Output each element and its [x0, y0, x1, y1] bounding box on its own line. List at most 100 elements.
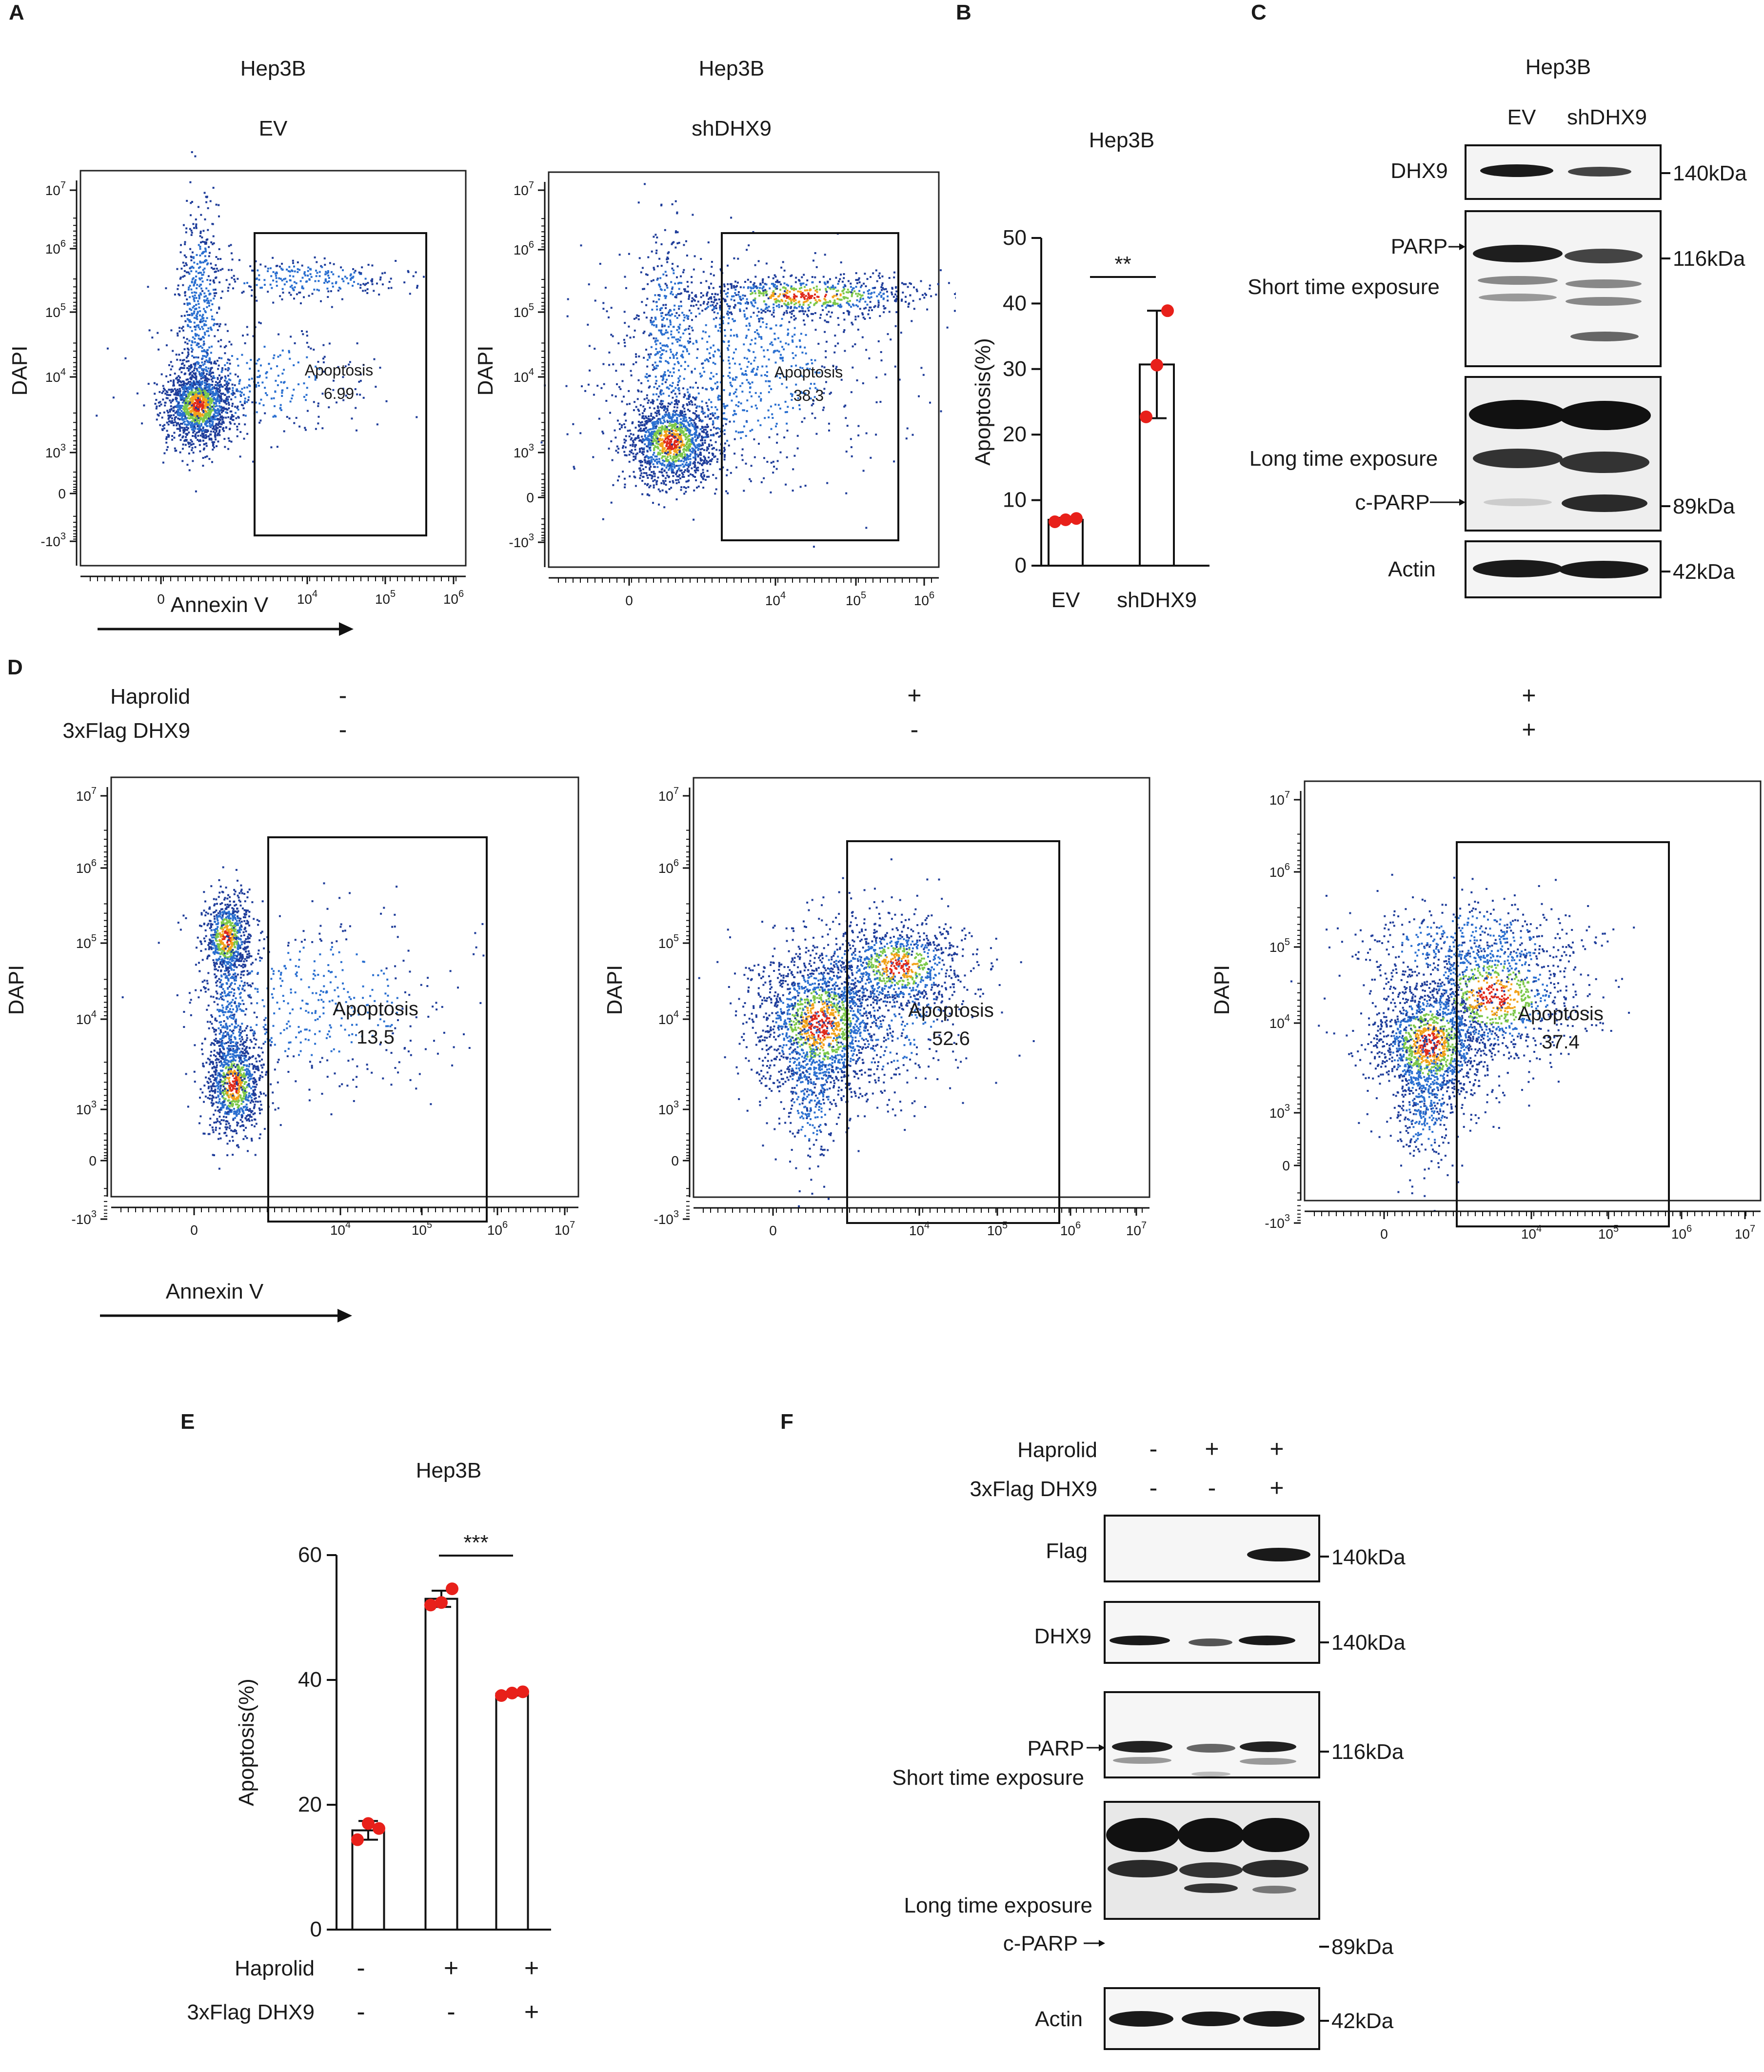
- sign-haprolid: +: [1522, 682, 1536, 709]
- sign-flag: -: [1208, 1474, 1216, 1501]
- plot-frame: [80, 171, 466, 566]
- data-point: [495, 1689, 508, 1702]
- gate-label: Apoptosis: [305, 361, 374, 379]
- y-tick-label: 40: [1003, 291, 1027, 315]
- x-tick-label: 106: [914, 590, 934, 608]
- sign-haprolid: +: [1205, 1435, 1219, 1462]
- sign-haprolid: +: [1269, 1435, 1284, 1462]
- data-point: [506, 1687, 518, 1699]
- blot-parp-long: Long time exposure c-PARP 89kDa: [1249, 377, 1735, 531]
- arrow-right-icon: [1430, 499, 1466, 506]
- sign-flag: +: [524, 1998, 539, 2026]
- y-axis-label: Apoptosis(%): [971, 338, 995, 466]
- blot-size: 89kDa: [1331, 1935, 1394, 1959]
- blot-size: 140kDa: [1331, 1545, 1406, 1569]
- sign-flag: +: [1522, 716, 1536, 743]
- y-tick-label: 105: [1269, 937, 1290, 955]
- x-tick-label: 104: [330, 1220, 351, 1238]
- blot-size: 89kDa: [1673, 494, 1735, 518]
- data-point: [446, 1582, 458, 1595]
- sign-flag: -: [339, 716, 347, 743]
- x-tick-label: 106: [487, 1220, 508, 1238]
- plot-frame: [549, 172, 939, 567]
- y-tick-label: 103: [514, 442, 534, 460]
- bar: [426, 1599, 457, 1930]
- panel-a: A Hep3B EV Apoptosis 6.99 DAPI Hep3B shD…: [0, 0, 956, 653]
- y-tick-label: 105: [658, 933, 679, 951]
- row-label-flag: 3xFlag DHX9: [970, 1477, 1097, 1501]
- y-axis-label: DAPI: [474, 346, 497, 396]
- lane-label-shdhx9: shDHX9: [1567, 105, 1647, 129]
- blot-label: Actin: [1035, 2007, 1083, 2031]
- y-axis-label: Apoptosis(%): [235, 1678, 258, 1806]
- blot-parp-long: Long time exposure c-PARP 89kDa: [904, 1802, 1394, 1959]
- x-tick-label: 105: [1598, 1223, 1619, 1242]
- blot-size: 42kDa: [1331, 2009, 1394, 2033]
- panel-c: C Hep3B EV shDHX9 DHX9 140kDa PARP: [1209, 0, 1764, 653]
- x-tick-label: 0: [1380, 1226, 1388, 1242]
- x-tick-label: 104: [909, 1220, 930, 1238]
- scatter-density: [698, 858, 1035, 1207]
- x-tick-label: 107: [555, 1220, 575, 1238]
- panel-letter-d: D: [7, 655, 23, 679]
- panel-d-svg: D Haprolid 3xFlag DHX9 - - + - + + Apopt…: [0, 653, 1764, 1351]
- data-point: [1059, 513, 1072, 526]
- blot-dhx9: DHX9 140kDa: [1034, 1602, 1406, 1663]
- y-tick-label: 105: [514, 302, 534, 320]
- flow-plot-shdhx9: Hep3B shDHX9 Apoptosis 38.3 DAPI: [474, 57, 956, 567]
- arrow-right-icon: [98, 622, 354, 636]
- significance-stars: ***: [463, 1531, 488, 1555]
- y-tick-label: 107: [45, 180, 66, 198]
- blot-parp-short: PARP Short time exposure 116kDa: [892, 1692, 1404, 1790]
- y-tick-label: 0: [526, 490, 534, 505]
- row-label-flag: 3xFlag DHX9: [62, 719, 190, 743]
- x-tick-label: 0: [190, 1223, 198, 1238]
- blot-size: 140kDa: [1331, 1631, 1406, 1655]
- y-tick-label: -103: [509, 532, 534, 550]
- row-label-haprolid: Haprolid: [235, 1956, 315, 1980]
- blot-sublabel: Short time exposure: [892, 1766, 1084, 1790]
- row-label-haprolid: Haprolid: [1017, 1438, 1097, 1462]
- sign-haprolid: -: [1150, 1435, 1158, 1462]
- y-tick-label: 40: [298, 1668, 322, 1692]
- blot-label: Actin: [1388, 557, 1436, 581]
- flow-plot-d3: Apoptosis 37.4 DAPI: [1210, 781, 1761, 1226]
- chart-title: Hep3B: [1089, 128, 1155, 152]
- plot-condition-label: EV: [259, 117, 288, 140]
- y-tick-label: 106: [658, 858, 679, 876]
- y-tick-label: 105: [45, 302, 66, 320]
- scatter-density: [541, 183, 956, 548]
- blot-size: 42kDa: [1673, 560, 1735, 584]
- blot-flag: Flag 140kDa: [1046, 1516, 1406, 1581]
- data-point: [1049, 515, 1061, 528]
- blot-sublabel: Short time exposure: [1248, 275, 1440, 299]
- scatter-density: [122, 867, 485, 1170]
- blot-actin: Actin 42kDa: [1388, 541, 1735, 597]
- y-tick-label: 104: [1269, 1013, 1290, 1031]
- sign-flag: +: [1269, 1474, 1284, 1501]
- panel-a-svg: A Hep3B EV Apoptosis 6.99 DAPI Hep3B shD…: [0, 0, 956, 653]
- blot-label: DHX9: [1034, 1624, 1091, 1648]
- x-tick-label: 105: [412, 1220, 432, 1238]
- blot-label: PARP: [1027, 1737, 1084, 1760]
- x-tick-label: 104: [765, 590, 786, 608]
- arrow-right-icon: [100, 1309, 352, 1322]
- blot-label: Long time exposure: [1249, 447, 1438, 471]
- sign-haprolid: +: [444, 1954, 458, 1982]
- x-tick-label: 105: [375, 589, 396, 607]
- arrow-right-icon: [1084, 1940, 1105, 1947]
- y-tick-label: -103: [654, 1209, 679, 1227]
- gate-value: 38.3: [793, 387, 824, 404]
- blot-title: Hep3B: [1526, 55, 1591, 79]
- x-tick-label: 107: [1126, 1220, 1147, 1238]
- gate-value: 37.4: [1542, 1031, 1580, 1053]
- arrow-right-icon: [1087, 1744, 1105, 1751]
- scatter-density: [96, 151, 425, 493]
- plot-frame: [111, 777, 578, 1197]
